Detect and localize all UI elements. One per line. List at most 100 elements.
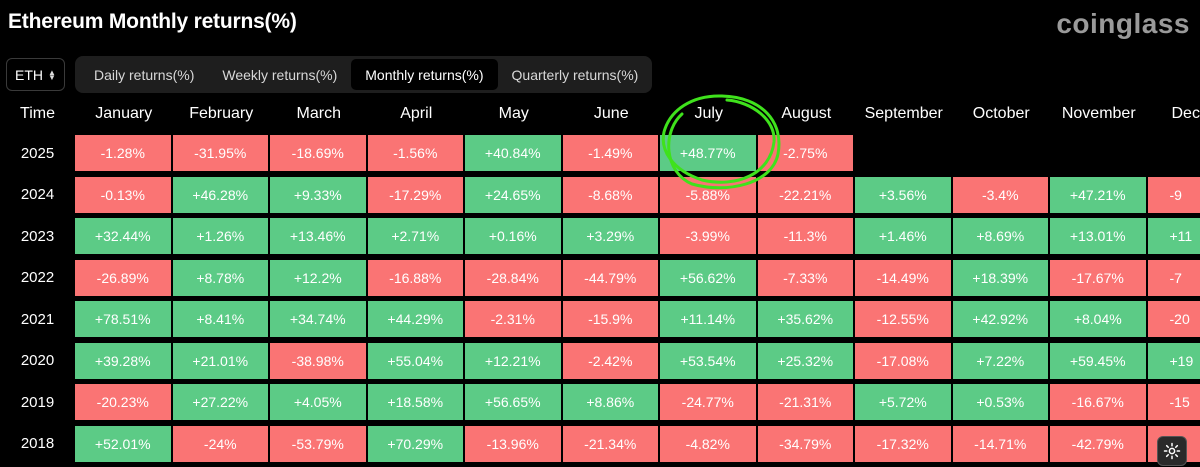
return-cell: -15 — [1147, 384, 1200, 420]
return-cell: +0.16% — [465, 218, 561, 254]
return-cell: -1.28% — [75, 135, 171, 171]
tab-daily[interactable]: Daily returns(%) — [94, 66, 195, 83]
return-cell: +8.04% — [1050, 301, 1146, 337]
return-cell: +53.54% — [660, 342, 756, 379]
asset-select-value: ETH — [15, 66, 44, 83]
return-cell: +5.72% — [855, 384, 951, 420]
return-cell: -17.67% — [1050, 259, 1146, 296]
return-cell: +3.56% — [855, 176, 951, 213]
year-label: 2022 — [20, 269, 55, 286]
return-cell: +9.33% — [270, 176, 366, 213]
return-cell: +59.45% — [1050, 342, 1146, 379]
month-header: July — [694, 105, 723, 122]
year-label: 2018 — [20, 435, 55, 452]
return-cell: +32.44% — [75, 218, 171, 254]
return-cell: +1.26% — [172, 218, 268, 254]
return-cell: +70.29% — [367, 425, 463, 462]
return-cell: -14.49% — [855, 259, 951, 296]
year-label: 2021 — [20, 310, 55, 328]
return-cell: +3.29% — [562, 218, 658, 254]
return-cell: +2.71% — [367, 218, 463, 254]
month-header: November — [1061, 105, 1136, 122]
return-cell: +7.22% — [952, 342, 1048, 379]
return-cell: -34.79% — [757, 425, 853, 462]
month-header: March — [296, 105, 341, 122]
return-cell: -21.34% — [562, 425, 658, 462]
return-cell: +47.21% — [1050, 176, 1146, 213]
tab-quarterly[interactable]: Quarterly returns(%) — [511, 66, 639, 83]
return-cell: -12.55% — [855, 301, 951, 337]
return-cell: +40.84% — [465, 135, 561, 171]
return-cell: +13.46% — [270, 218, 366, 254]
return-cell: -44.79% — [562, 259, 658, 296]
month-header: June — [593, 105, 629, 122]
return-cell: +25.32% — [757, 342, 853, 379]
return-cell: -7.33% — [757, 259, 853, 296]
return-cell: +56.65% — [465, 384, 561, 420]
return-cell: -1.56% — [367, 135, 463, 171]
return-cell: -21.31% — [757, 384, 853, 420]
month-header: December — [1171, 105, 1200, 122]
time-header: Time — [20, 105, 55, 122]
return-cell: -3.99% — [660, 218, 756, 254]
month-header: August — [781, 105, 832, 122]
year-label: 2020 — [20, 352, 55, 369]
return-cell: -53.79% — [270, 425, 366, 462]
return-cell: -2.75% — [757, 135, 853, 171]
return-cell: +12.21% — [465, 342, 561, 379]
return-cell: -24.77% — [660, 384, 756, 420]
return-cell: +8.69% — [952, 218, 1048, 254]
return-cell: +35.62% — [757, 301, 853, 337]
return-cell: -17.29% — [367, 176, 463, 213]
return-cell: +11 — [1147, 218, 1200, 254]
return-cell: +18.39% — [952, 259, 1048, 296]
return-cell: +46.28% — [172, 176, 268, 213]
month-header: January — [95, 105, 153, 122]
return-cell: +24.65% — [465, 176, 561, 213]
return-cell: -42.79% — [1050, 425, 1146, 462]
return-cell: -13.96% — [465, 425, 561, 462]
return-cell: +8.86% — [562, 384, 658, 420]
return-cell: -38.98% — [270, 342, 366, 379]
return-cell: +44.29% — [367, 301, 463, 337]
asset-select[interactable]: ETH ▲ ▼ — [6, 58, 65, 91]
return-cell: +11.14% — [660, 301, 756, 337]
return-cell: -16.67% — [1050, 384, 1146, 420]
month-header: October — [972, 105, 1030, 122]
return-cell: -17.32% — [855, 425, 951, 462]
return-cell: +48.77% — [660, 135, 756, 171]
return-cell: -3.4% — [952, 176, 1048, 213]
return-cell: -20 — [1147, 301, 1200, 337]
return-cell: +19 — [1147, 342, 1200, 379]
return-cell: +42.92% — [952, 301, 1048, 337]
return-cell: +12.2% — [270, 259, 366, 296]
month-header: September — [864, 105, 943, 122]
return-cell: -15.9% — [562, 301, 658, 337]
return-cell: +27.22% — [172, 384, 268, 420]
tab-monthly[interactable]: Monthly returns(%) — [351, 59, 498, 90]
return-cell: +34.74% — [270, 301, 366, 337]
return-cell: +18.58% — [367, 384, 463, 420]
year-label: 2025 — [20, 144, 55, 162]
return-cell: +4.05% — [270, 384, 366, 420]
return-cell: -0.13% — [75, 176, 171, 213]
chevron-up-down-icon: ▲ ▼ — [48, 67, 56, 82]
return-cell: -18.69% — [270, 135, 366, 171]
return-cell: +39.28% — [75, 342, 171, 379]
return-cell: -5.88% — [660, 176, 756, 213]
month-header: May — [498, 105, 529, 122]
year-label: 2023 — [20, 227, 55, 245]
gear-icon — [1163, 442, 1181, 460]
return-cell: -17.08% — [855, 342, 951, 379]
return-cell: -11.3% — [757, 218, 853, 254]
return-cell: +13.01% — [1050, 218, 1146, 254]
return-cell: +55.04% — [367, 342, 463, 379]
return-cell: -2.31% — [465, 301, 561, 337]
settings-button[interactable] — [1157, 436, 1187, 466]
return-cell: +1.46% — [855, 218, 951, 254]
tab-weekly[interactable]: Weekly returns(%) — [222, 66, 338, 83]
return-cell: +8.78% — [172, 259, 268, 296]
return-cell: -9 — [1147, 176, 1200, 213]
return-cell: -20.23% — [75, 384, 171, 420]
